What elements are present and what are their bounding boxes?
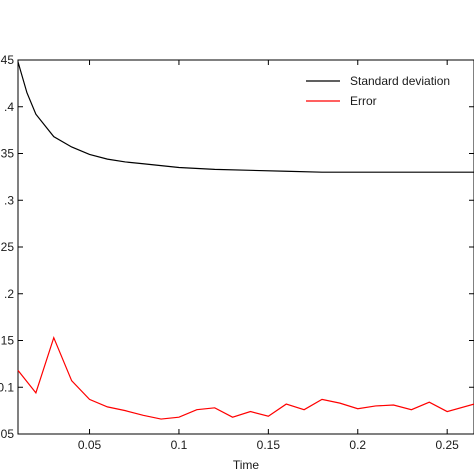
y-tick-label: .15 — [0, 334, 14, 348]
y-tick-label: .05 — [0, 427, 14, 441]
y-tick-label: .35 — [0, 147, 14, 161]
y-tick-label: 0.1 — [0, 380, 14, 394]
y-tick-label: .3 — [4, 193, 14, 207]
legend: Standard deviation Error — [306, 74, 450, 108]
legend-label-error: Error — [350, 94, 377, 108]
x-tick-label: 0.25 — [435, 438, 459, 452]
x-tick-label: 0.15 — [257, 438, 281, 452]
y-tick-label: .25 — [0, 240, 14, 254]
x-axis: 0.05 0.1 0.15 0.2 0.25 — [78, 60, 459, 452]
x-tick-label: 0.05 — [78, 438, 102, 452]
series-line-standard-deviation — [17, 61, 474, 173]
y-axis: .45 .4 .35 .3 .25 .2 .15 0.1 .05 — [0, 53, 474, 441]
x-tick-label: 0.1 — [171, 438, 188, 452]
x-axis-label: Time — [233, 458, 260, 472]
y-tick-label: .2 — [4, 287, 14, 301]
plot-area — [17, 59, 474, 435]
y-tick-label: .4 — [4, 100, 14, 114]
series-line-error — [17, 335, 474, 420]
x-tick-label: 0.2 — [349, 438, 366, 452]
legend-label-standard-deviation: Standard deviation — [350, 74, 450, 88]
y-tick-label: .45 — [0, 53, 14, 67]
series-layer — [17, 61, 474, 420]
